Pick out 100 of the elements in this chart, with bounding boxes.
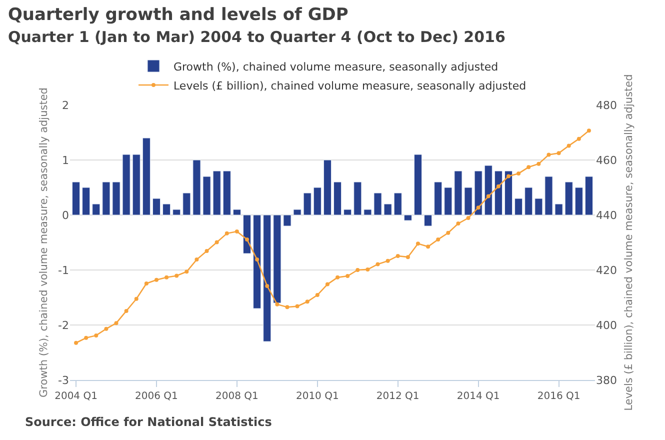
point bbox=[194, 258, 199, 262]
bar bbox=[92, 204, 100, 216]
bar bbox=[263, 214, 272, 342]
bar bbox=[434, 182, 442, 216]
point bbox=[234, 230, 239, 234]
point bbox=[586, 128, 591, 133]
point bbox=[516, 171, 521, 176]
y2-tick-label: 380 bbox=[596, 374, 617, 387]
point bbox=[416, 242, 420, 246]
point bbox=[466, 216, 470, 220]
x-tick-label: 2008 Q1 bbox=[216, 391, 258, 402]
point bbox=[566, 144, 571, 148]
point bbox=[526, 165, 531, 170]
point bbox=[245, 237, 250, 242]
chart-title: Quarterly growth and levels of GDP bbox=[8, 4, 348, 25]
point bbox=[275, 302, 280, 306]
legend-label: Levels (£ billion), chained volume measure, seasonally adjusted bbox=[174, 79, 526, 92]
point bbox=[164, 275, 169, 280]
bar bbox=[394, 192, 402, 216]
bar bbox=[344, 209, 352, 216]
bar bbox=[172, 209, 181, 216]
point bbox=[556, 151, 561, 156]
point bbox=[114, 321, 118, 326]
y-tick-label: -2 bbox=[58, 318, 69, 332]
x-tick-label: 2016 Q1 bbox=[537, 391, 580, 402]
point bbox=[154, 278, 158, 282]
bar bbox=[404, 214, 412, 221]
bar bbox=[82, 187, 90, 216]
x-tick-label: 2004 Q1 bbox=[54, 391, 98, 402]
bar bbox=[524, 187, 533, 216]
point bbox=[376, 262, 380, 266]
point bbox=[386, 258, 390, 263]
bar bbox=[354, 182, 362, 216]
bar bbox=[253, 214, 262, 309]
x-tick-label: 2012 Q1 bbox=[376, 391, 420, 402]
x-tick-label: 2014 Q1 bbox=[456, 391, 500, 402]
point bbox=[315, 293, 320, 298]
y2-tick-label: 440 bbox=[596, 208, 617, 222]
bar bbox=[504, 170, 513, 216]
bar bbox=[132, 154, 140, 216]
point bbox=[546, 152, 551, 157]
point bbox=[265, 284, 270, 288]
point bbox=[325, 282, 330, 286]
point bbox=[406, 255, 410, 260]
y2-tick-label: 480 bbox=[596, 98, 617, 112]
point bbox=[436, 237, 440, 242]
point bbox=[144, 281, 148, 286]
y2-axis-title: Levels (£ billion), chained volume measure, seasonally adjusted bbox=[622, 74, 635, 411]
point bbox=[476, 206, 480, 210]
bar bbox=[484, 165, 492, 216]
y-tick-label: -3 bbox=[58, 374, 69, 387]
x-tick-label: 2010 Q1 bbox=[296, 391, 339, 402]
bar bbox=[494, 170, 502, 216]
y-axis-title: Growth (%), chained volume measure, seasonally adjusted bbox=[38, 88, 50, 398]
point bbox=[295, 304, 300, 308]
y-tick-label: 2 bbox=[62, 98, 69, 112]
bar bbox=[303, 192, 312, 216]
bar bbox=[142, 138, 150, 216]
point bbox=[305, 300, 310, 304]
point bbox=[134, 296, 138, 301]
bar bbox=[424, 214, 432, 226]
point bbox=[224, 231, 229, 236]
point bbox=[255, 258, 260, 262]
bar bbox=[242, 214, 252, 254]
y-tick-label: 1 bbox=[62, 154, 69, 167]
bar bbox=[334, 182, 342, 216]
point bbox=[174, 274, 179, 278]
bar bbox=[564, 182, 573, 216]
bar bbox=[232, 209, 241, 216]
point bbox=[456, 222, 460, 226]
point bbox=[214, 240, 219, 244]
point bbox=[506, 174, 511, 178]
bar bbox=[162, 204, 171, 216]
point bbox=[536, 162, 541, 166]
point bbox=[74, 340, 78, 345]
legend-label: Growth (%), chained volume measure, seasonally adjusted bbox=[174, 60, 498, 74]
point bbox=[285, 305, 290, 310]
point bbox=[496, 184, 500, 188]
y2-tick-label: 420 bbox=[596, 264, 617, 277]
point bbox=[84, 336, 88, 340]
point bbox=[204, 249, 209, 254]
point bbox=[336, 275, 340, 280]
point bbox=[486, 194, 490, 198]
bar bbox=[323, 160, 332, 216]
source-note: Source: Office for National Statistics bbox=[25, 415, 272, 429]
point bbox=[346, 274, 350, 278]
bar bbox=[514, 198, 523, 216]
point bbox=[104, 326, 108, 331]
point bbox=[576, 136, 581, 141]
bar bbox=[72, 182, 80, 216]
bar bbox=[152, 198, 161, 216]
bar bbox=[414, 154, 422, 216]
point bbox=[366, 267, 370, 272]
point bbox=[94, 333, 98, 338]
point bbox=[446, 230, 450, 235]
y-tick-label: -1 bbox=[58, 264, 69, 277]
bar bbox=[574, 187, 583, 216]
point bbox=[426, 244, 430, 249]
x-tick-label: 2006 Q1 bbox=[135, 391, 178, 402]
y-tick-label: 0 bbox=[62, 208, 69, 222]
